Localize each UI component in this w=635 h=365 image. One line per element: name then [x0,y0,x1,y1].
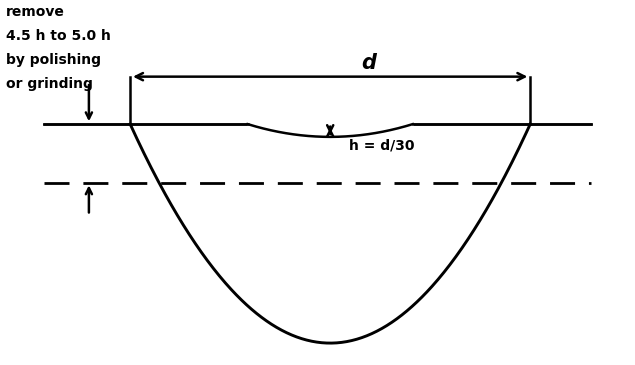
Text: by polishing: by polishing [6,53,102,67]
Text: d: d [361,53,376,73]
Text: 4.5 h to 5.0 h: 4.5 h to 5.0 h [6,29,111,43]
Text: remove: remove [6,5,65,19]
Text: h = d/30: h = d/30 [349,139,415,153]
Text: or grinding: or grinding [6,77,93,91]
